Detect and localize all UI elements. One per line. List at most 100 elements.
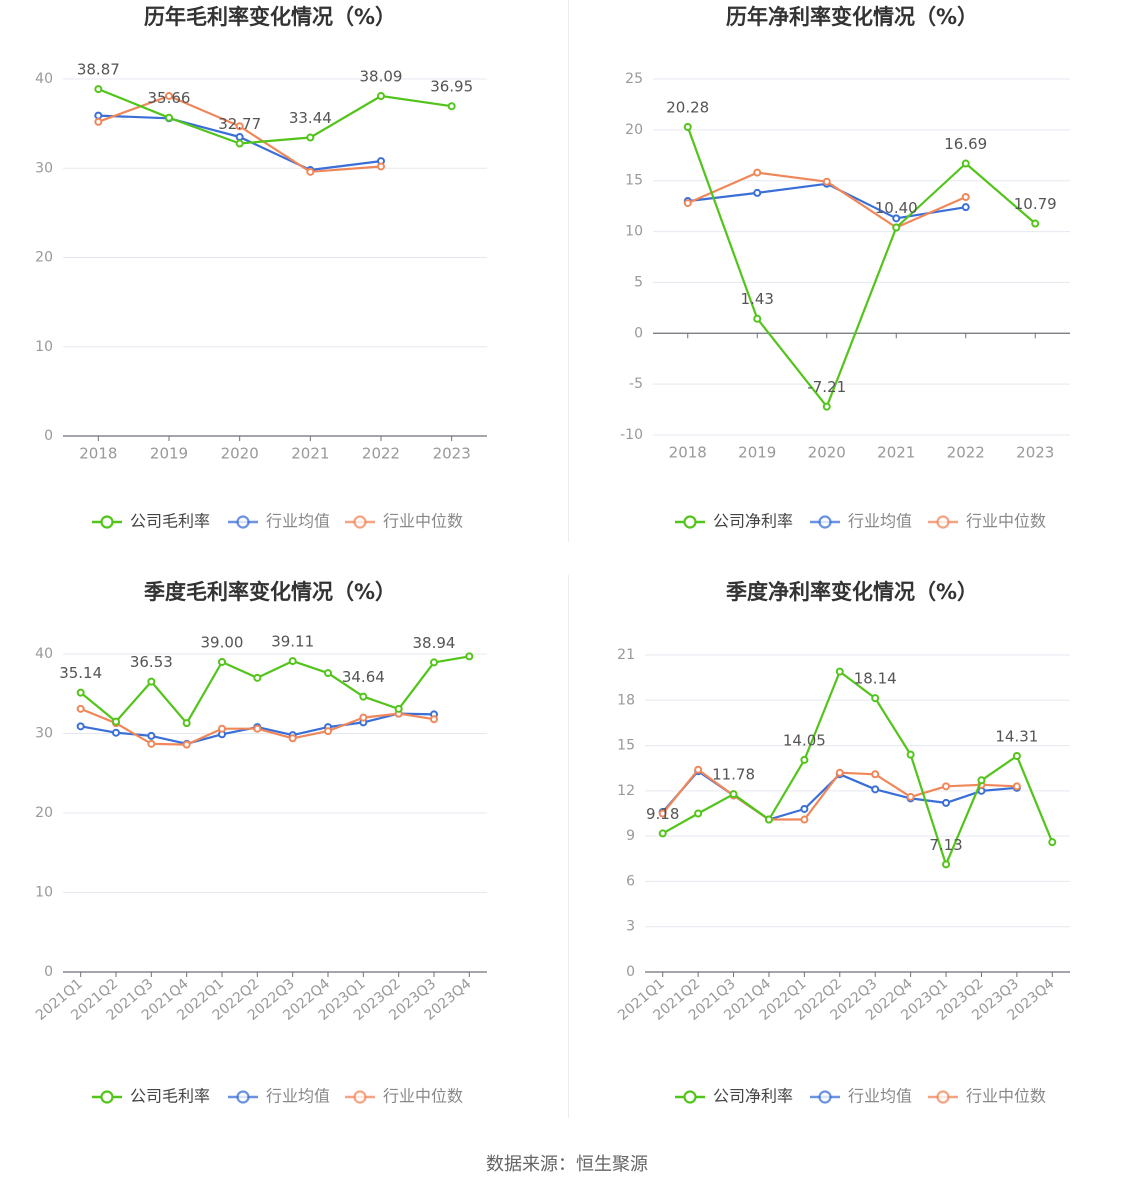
y-tick-label: 9 xyxy=(626,828,635,844)
data-point-company xyxy=(764,815,773,824)
legend-swatch-dot xyxy=(936,515,950,529)
y-tick-label: 0 xyxy=(44,964,53,980)
legend-swatch-dot xyxy=(936,1090,950,1104)
legend-swatch-dot xyxy=(100,515,114,529)
data-label: 38.87 xyxy=(77,61,120,79)
chart-title: 季度毛利率变化情况（%） xyxy=(144,580,396,604)
data-point-company xyxy=(235,139,244,148)
y-tick-label: 10 xyxy=(625,224,643,240)
data-point-median xyxy=(94,117,103,126)
data-label: 35.66 xyxy=(148,89,191,107)
x-tick-label: 2020 xyxy=(808,444,846,462)
data-point-company xyxy=(306,133,315,142)
chart-title: 季度净利率变化情况（%） xyxy=(726,580,978,604)
data-point-company xyxy=(906,750,915,759)
legend-swatch-dot xyxy=(100,1090,114,1104)
data-label: 36.95 xyxy=(430,78,473,96)
data-point-company xyxy=(977,776,986,785)
data-point-median xyxy=(753,168,762,177)
data-label: 35.14 xyxy=(59,664,102,682)
legend-label: 公司净利率 xyxy=(713,1087,793,1106)
data-point-median xyxy=(694,765,703,774)
legend-label: 行业中位数 xyxy=(383,1087,463,1106)
data-point-median xyxy=(147,739,156,748)
data-point-company xyxy=(753,314,762,323)
data-label: -7.21 xyxy=(807,378,846,396)
y-tick-label: 20 xyxy=(35,250,53,266)
data-point-company xyxy=(377,92,385,101)
data-label: 14.05 xyxy=(783,731,826,749)
data-point-company xyxy=(942,860,951,869)
legend-item: 行业中位数 xyxy=(928,1087,1046,1106)
data-point-average xyxy=(235,133,244,142)
data-point-median xyxy=(218,724,226,733)
y-tick-label: 21 xyxy=(617,647,635,663)
y-tick-label: 18 xyxy=(617,692,635,708)
data-point-company xyxy=(430,658,438,667)
data-point-median xyxy=(942,782,951,791)
data-point-average xyxy=(147,731,156,740)
data-label: 33.44 xyxy=(289,109,332,127)
legend-label: 公司毛利率 xyxy=(130,1087,210,1106)
data-point-median xyxy=(835,768,844,777)
series-line-company xyxy=(686,126,1037,408)
legend-swatch-dot xyxy=(353,515,367,529)
series-line-company xyxy=(662,670,1054,866)
x-tick-label: 2023 xyxy=(1016,444,1054,462)
data-point-median xyxy=(76,704,85,713)
y-tick-label: 0 xyxy=(634,325,643,341)
legend-label: 行业均值 xyxy=(848,1087,912,1106)
data-label: 39.00 xyxy=(201,633,244,651)
y-tick-label: 6 xyxy=(626,873,635,889)
y-tick-label: 20 xyxy=(35,805,53,821)
data-point-average xyxy=(800,804,809,813)
data-point-median xyxy=(430,715,438,724)
y-tick-label: 40 xyxy=(35,71,53,87)
legend-item: 行业中位数 xyxy=(345,1087,463,1106)
data-label: 18.14 xyxy=(854,670,897,688)
data-point-company xyxy=(447,102,456,111)
legend-label: 行业均值 xyxy=(266,512,330,531)
data-point-median xyxy=(288,734,297,743)
chart-title: 历年毛利率变化情况（%） xyxy=(144,5,396,29)
x-tick-label: 2023 xyxy=(433,445,471,463)
data-point-company xyxy=(729,790,738,799)
data-label: 10.79 xyxy=(1014,195,1057,213)
y-tick-label: 25 xyxy=(625,71,643,87)
data-point-average xyxy=(112,728,120,737)
data-point-median xyxy=(871,770,880,779)
data-point-company xyxy=(76,688,85,697)
y-tick-label: 40 xyxy=(35,646,53,662)
legend-label: 行业中位数 xyxy=(383,512,463,531)
y-tick-label: 20 xyxy=(625,122,643,138)
legend-item: 行业均值 xyxy=(810,512,912,531)
data-point-median xyxy=(359,713,368,722)
data-point-company xyxy=(218,657,226,666)
data-point-company xyxy=(394,704,403,713)
legend-label: 行业均值 xyxy=(848,512,912,531)
data-point-company xyxy=(1031,219,1040,228)
data-point-company xyxy=(694,809,703,818)
data-point-median xyxy=(235,122,244,131)
x-tick-label: 2022 xyxy=(947,444,985,462)
legend-item: 公司毛利率 xyxy=(92,1087,210,1106)
y-tick-label: -10 xyxy=(620,427,643,443)
legend-item: 行业中位数 xyxy=(928,512,1046,531)
y-tick-label: 5 xyxy=(634,274,643,290)
x-tick-label: 2021 xyxy=(877,444,915,462)
data-point-median xyxy=(182,740,191,749)
data-label: 38.94 xyxy=(413,634,456,652)
legend-swatch-dot xyxy=(236,1090,250,1104)
data-point-company xyxy=(288,657,297,666)
divider-top xyxy=(568,0,569,542)
y-tick-label: 10 xyxy=(35,339,53,355)
legend-item: 行业均值 xyxy=(228,512,330,531)
data-point-company xyxy=(94,85,103,94)
data-point-median xyxy=(253,724,262,733)
x-tick-label: 2020 xyxy=(221,445,259,463)
data-label: 34.64 xyxy=(342,668,385,686)
data-point-company xyxy=(165,113,173,122)
data-point-average xyxy=(76,722,85,731)
legend-item: 行业均值 xyxy=(810,1087,912,1106)
